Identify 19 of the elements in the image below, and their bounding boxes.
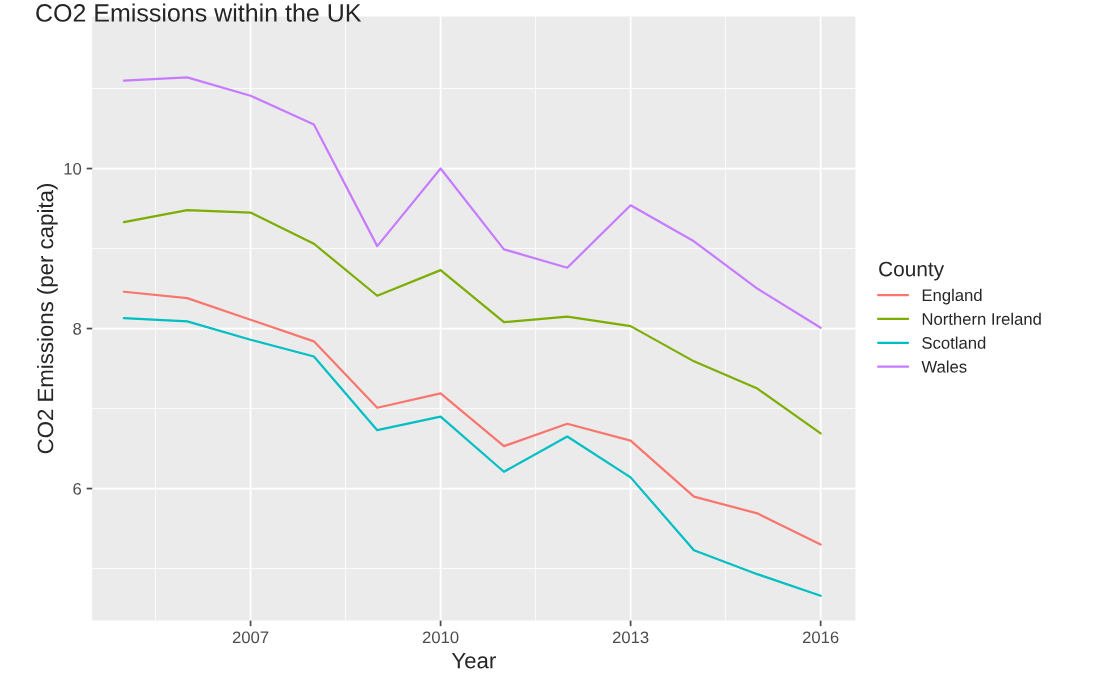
- x-tick-label: 2007: [232, 631, 269, 644]
- x-tick-label: 2016: [802, 631, 839, 644]
- y-tick-label: 8: [73, 322, 82, 335]
- chart-title: CO2 Emissions within the UK: [36, 3, 362, 22]
- legend-label: Scotland: [922, 336, 986, 349]
- y-axis-title: CO2 Emissions (per capita): [36, 184, 58, 454]
- legend-title: County: [879, 261, 945, 281]
- legend-label: Wales: [921, 360, 967, 373]
- y-tick-label: 6: [73, 482, 82, 495]
- line-series: [122, 209, 822, 435]
- legend-label: Northern Ireland: [922, 312, 1041, 325]
- line-series: [122, 290, 822, 546]
- legend-label: England: [922, 288, 982, 305]
- line-series: [122, 317, 822, 597]
- line-series: [122, 76, 822, 329]
- y-tick-label: 10: [64, 162, 82, 175]
- x-axis-title: Year: [451, 652, 496, 669]
- x-tick-label: 2010: [422, 631, 459, 644]
- x-tick-label: 2013: [612, 631, 649, 644]
